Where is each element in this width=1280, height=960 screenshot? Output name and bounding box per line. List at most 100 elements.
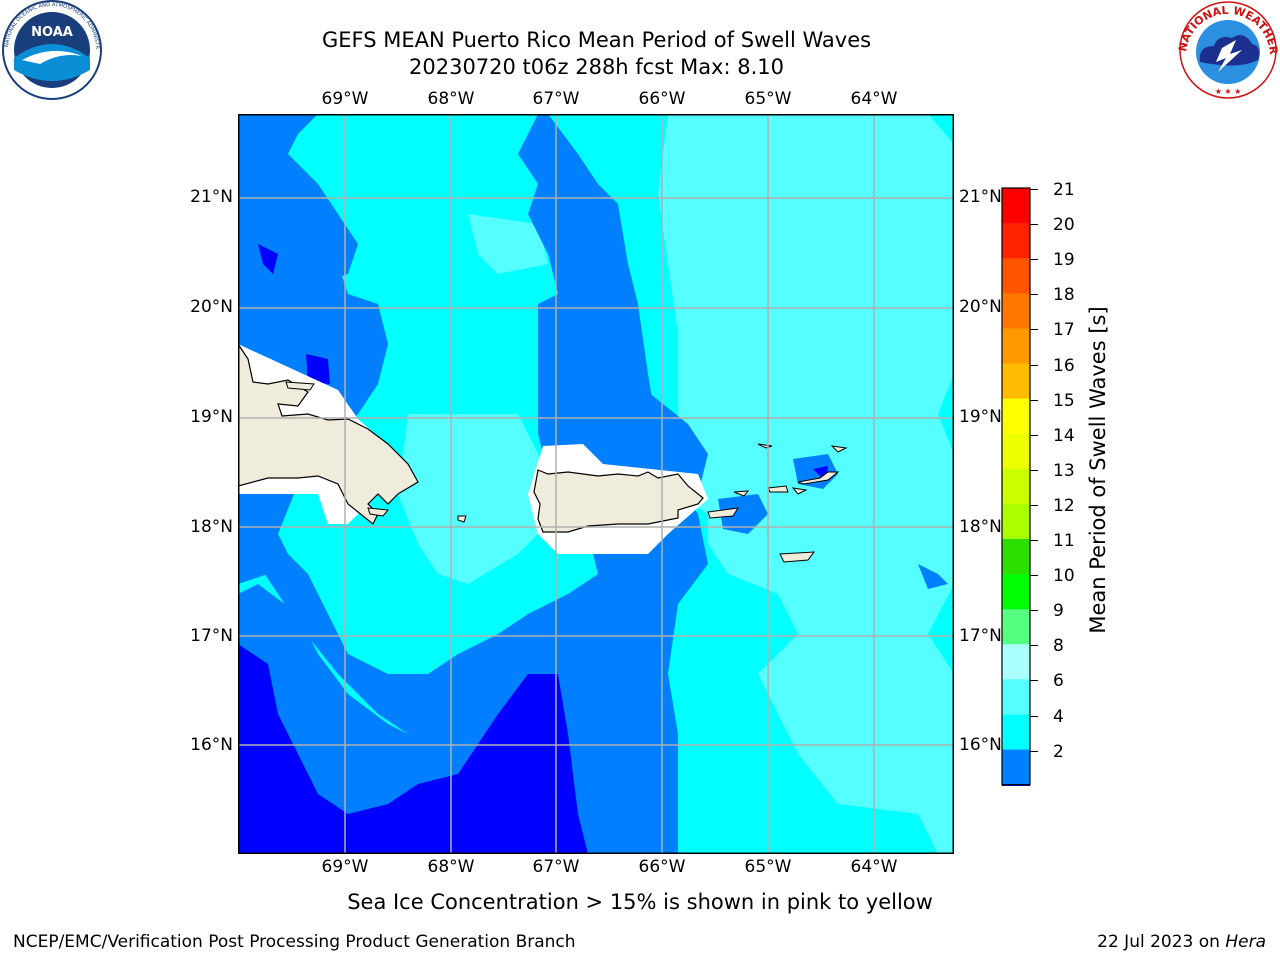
map-panel[interactable] [238, 114, 954, 854]
colorbar-tick-mark [1030, 540, 1038, 541]
nws-logo: NATIONAL WEATHER SERVICE ★ ★ ★ [1174, 0, 1280, 100]
map-frame [238, 114, 954, 854]
land-vieques [707, 507, 739, 519]
footer-producer: NCEP/EMC/Verification Post Processing Pr… [13, 932, 576, 952]
colorbar-segment [1002, 609, 1030, 645]
svg-text:★ ★ ★: ★ ★ ★ [1215, 87, 1242, 96]
lat-label-right-19n: 19°N [959, 407, 1002, 427]
colorbar [1000, 186, 1040, 814]
colorbar-segment [1002, 539, 1030, 575]
lon-label-top-68w: 68°W [427, 89, 475, 109]
swell-band-2-4 [918, 564, 948, 589]
colorbar-tick-label: 2 [1053, 741, 1064, 762]
lon-label-top-64w: 64°W [850, 89, 898, 109]
lat-label-left-17n: 17°N [190, 626, 233, 646]
colorbar-segment [1002, 293, 1030, 329]
colorbar-segment [1002, 223, 1030, 259]
colorbar-segment [1002, 644, 1030, 680]
lon-label-top-69w: 69°W [321, 89, 369, 109]
colorbar-tick-label: 21 [1053, 180, 1075, 200]
colorbar-segment [1002, 679, 1030, 715]
sea-ice-caption: Sea Ice Concentration > 15% is shown in … [347, 890, 933, 914]
colorbar-segment [1002, 188, 1030, 224]
map-subtitle: 20230720 t06z 288h fcst Max: 8.10 [409, 55, 784, 79]
lon-label-bottom-67w: 67°W [532, 857, 580, 877]
colorbar-frame [1001, 187, 1031, 786]
colorbar-tick-label: 12 [1053, 495, 1075, 516]
map-title: GEFS MEAN Puerto Rico Mean Period of Swe… [321, 28, 872, 52]
lon-label-top-67w: 67°W [532, 89, 580, 109]
land-st-thomas [767, 485, 789, 493]
swell-band-2-4 [238, 534, 278, 584]
lat-label-right-16n: 16°N [959, 735, 1002, 755]
colorbar-tick-label: 9 [1053, 601, 1064, 622]
colorbar-tick-label: 17 [1053, 320, 1075, 341]
colorbar-segment [1002, 433, 1030, 470]
lat-label-left-20n: 20°N [190, 297, 233, 317]
colorbar-tick-label: 4 [1053, 706, 1064, 727]
footer-date: 22 Jul 2023 on Hera [1097, 932, 1266, 952]
colorbar-tick-mark [1030, 364, 1038, 366]
colorbar-tick-label: 13 [1053, 460, 1075, 481]
swell-band-below-2 [258, 244, 278, 274]
colorbar-tick-mark [1030, 715, 1038, 717]
lon-label-top-65w: 65°W [744, 89, 792, 109]
lat-label-left-21n: 21°N [190, 187, 233, 207]
lat-label-left-18n: 18°N [190, 517, 233, 537]
swell-band-2-4 [238, 114, 708, 854]
lat-label-right-21n: 21°N [959, 187, 1002, 207]
colorbar-tick-mark [1030, 329, 1038, 331]
colorbar-tick-label: 18 [1053, 285, 1075, 306]
colorbar-tick-mark [1030, 680, 1038, 682]
lat-label-right-20n: 20°N [959, 297, 1002, 317]
lon-label-bottom-68w: 68°W [427, 857, 475, 877]
colorbar-segment [1002, 398, 1030, 435]
colorbar-segment [1002, 749, 1030, 786]
land-st-croix [779, 551, 816, 563]
colorbar-segment [1002, 468, 1030, 505]
colorbar-tick-mark [1030, 434, 1038, 436]
swell-band-6-8 [398, 414, 558, 584]
land-tortola [797, 471, 840, 485]
lon-label-bottom-64w: 64°W [850, 857, 898, 877]
colorbar-tick-mark [1030, 224, 1038, 226]
colorbar-tick-mark [1030, 575, 1038, 577]
colorbar-tick-label: 15 [1053, 390, 1075, 411]
colorbar-tick-mark [1030, 610, 1038, 612]
colorbar-segment [1002, 258, 1030, 294]
footer-date-text: 22 Jul 2023 on [1097, 932, 1226, 952]
land-islet [285, 381, 315, 391]
swell-band-2-4 [718, 494, 768, 534]
colorbar-tick-mark [1030, 399, 1038, 401]
colorbar-tick-mark [1030, 189, 1038, 190]
colorbar-tick-label: 20 [1053, 215, 1075, 236]
colorbar-tick-label: 11 [1053, 531, 1075, 551]
land-culebra [733, 490, 750, 497]
colorbar-tick-mark [1030, 294, 1038, 296]
lat-label-right-17n: 17°N [959, 626, 1002, 646]
lat-label-left-19n: 19°N [190, 407, 233, 427]
land-mona [457, 515, 467, 523]
noaa-logo: NOAA NATIONAL OCEANIC AND ATMOSPHERIC AD… [0, 0, 104, 100]
colorbar-tick-mark [1030, 750, 1038, 752]
colorbar-tick-label: 16 [1053, 355, 1075, 376]
swell-band-6-8 [468, 214, 548, 274]
swell-band-below-2 [306, 354, 330, 384]
noaa-logo-text: NOAA [31, 25, 73, 40]
lat-label-left-16n: 16°N [190, 735, 233, 755]
colorbar-tick-mark [1030, 259, 1038, 261]
colorbar-segment [1002, 503, 1030, 540]
land-saona [367, 507, 389, 517]
land-anegada [830, 445, 848, 453]
swell-band-below-2 [238, 644, 588, 854]
lon-label-bottom-66w: 66°W [638, 857, 686, 877]
colorbar-tick-label: 10 [1053, 566, 1075, 587]
lon-label-bottom-69w: 69°W [321, 857, 369, 877]
colorbar-title: Mean Period of Swell Waves [s] [1086, 306, 1110, 634]
map-gridlines [238, 114, 954, 854]
colorbar-ticks: 21 20 19 18 17 16 15 14 13 12 11 10 9 8 6 4 2 [1030, 180, 1090, 780]
map-svg [238, 114, 954, 854]
colorbar-segment [1002, 328, 1030, 364]
land-st-john [791, 487, 808, 495]
colorbar-tick-mark [1030, 645, 1038, 647]
